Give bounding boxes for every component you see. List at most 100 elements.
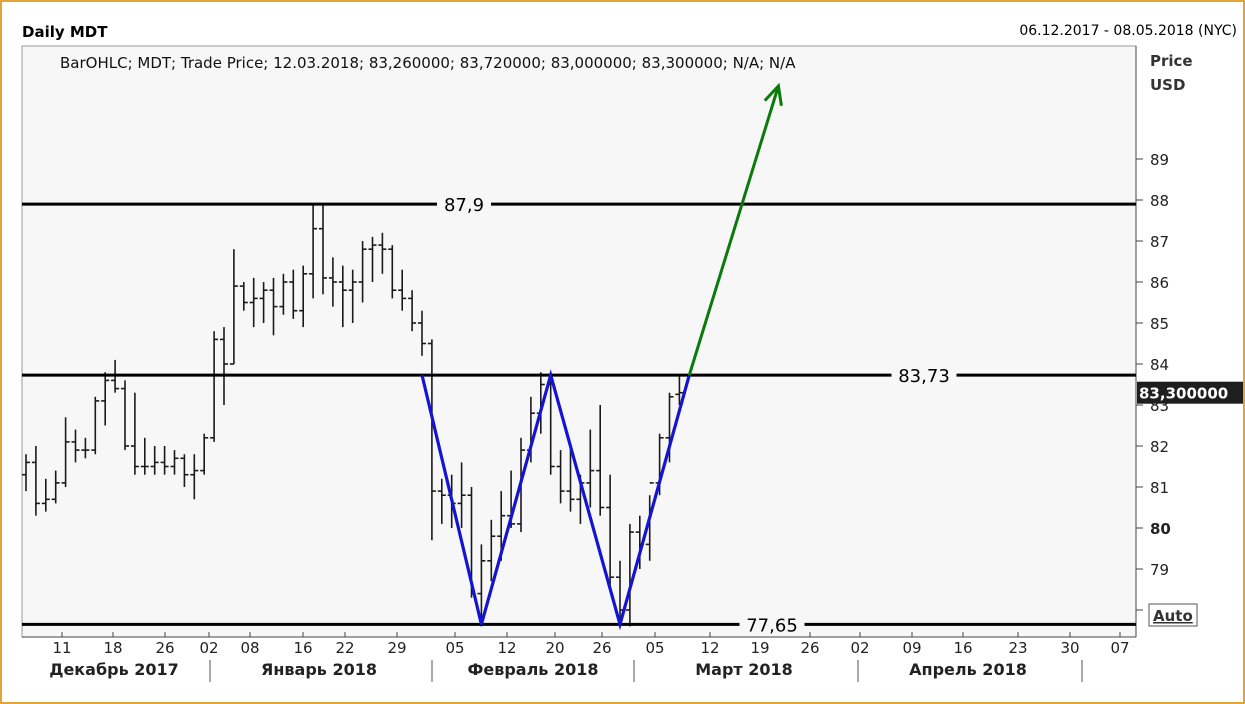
ohlc-bar: [160, 446, 169, 475]
ohlc-bar: [259, 282, 268, 323]
x-tick-label: 26: [155, 639, 174, 657]
ohlc-bar: [457, 462, 466, 528]
ohlc-bar: [91, 396, 100, 455]
currency-axis-label: USD: [1150, 76, 1185, 94]
ohlc-legend-text: BarOHLC; MDT; Trade Price; 12.03.2018; 8…: [60, 54, 796, 72]
current-value-label: 83,300000: [1139, 385, 1228, 403]
x-tick-label: 22: [335, 639, 354, 657]
x-tick-label: 12: [497, 639, 516, 657]
y-tick-label: 80: [1150, 520, 1171, 538]
y-tick-label: 88: [1150, 192, 1169, 210]
level-label: 87,9: [444, 195, 484, 216]
ohlc-bar: [249, 277, 258, 328]
target-arrow-shaft: [687, 85, 780, 376]
y-axis-ticks: 787980818283848586878889: [1136, 151, 1171, 620]
x-tick-label: 12: [700, 639, 719, 657]
x-tick-label: 26: [592, 639, 611, 657]
ohlc-bar: [437, 478, 446, 524]
ohlc-bar: [338, 265, 347, 328]
level-line: 77,65: [22, 612, 1136, 637]
x-tick-label: 26: [800, 639, 819, 657]
ohlc-bar: [190, 454, 199, 500]
ohlc-bar: [645, 482, 654, 561]
ohlc-bar: [408, 290, 417, 332]
ohlc-bar: [378, 232, 387, 274]
auto-button-label: Auto: [1153, 607, 1193, 625]
x-tick-label: 05: [645, 639, 664, 657]
horizontal-levels: 87,9 83,73 77,65: [22, 192, 1136, 637]
ohlc-bar: [418, 310, 426, 356]
ohlc-bar: [61, 417, 70, 487]
ohlc-bar: [81, 437, 90, 459]
ohlc-bar: [101, 372, 110, 426]
target-arrow: [687, 82, 783, 376]
ohlc-bar: [586, 429, 595, 508]
x-tick-label: 09: [902, 639, 921, 657]
ohlc-bar: [220, 327, 228, 405]
ohlc-bar: [309, 204, 318, 299]
x-tick-label: 16: [293, 639, 312, 657]
ohlc-bar: [289, 269, 298, 319]
y-tick-label: 87: [1150, 233, 1169, 251]
ohlc-bar: [556, 450, 565, 504]
month-label: Январь 2018: [261, 660, 377, 679]
y-tick-label: 82: [1150, 438, 1169, 456]
x-tick-label: 23: [1008, 639, 1027, 657]
month-label: Март 2018: [695, 660, 793, 679]
ohlc-bar: [279, 273, 288, 315]
ohlc-bar: [299, 265, 308, 328]
ohlc-bar: [71, 429, 80, 463]
x-tick-label: 29: [387, 639, 406, 657]
month-label: Декабрь 2017: [49, 660, 179, 679]
chart-header: Daily MDT 06.12.2017 - 08.05.2018 (NYC): [2, 2, 1243, 44]
x-tick-label: 16: [953, 639, 972, 657]
ohlc-bar: [229, 249, 238, 365]
ohlc-bar: [239, 282, 248, 311]
x-axis-ticks: 11 18 26 02 08 16 22 29 05 12 20 26 05 12 19 26 02 09 16 23…: [52, 632, 1130, 657]
ohlc-bar: [31, 446, 40, 516]
x-tick-label: 02: [850, 639, 869, 657]
ohlc-bar: [180, 454, 189, 487]
price-axis-label: Price: [1150, 52, 1193, 70]
auto-scale-button[interactable]: Auto: [1148, 603, 1198, 627]
pattern-line: [420, 369, 691, 631]
ohlc-bar: [358, 241, 367, 303]
level-line: 83,73: [22, 363, 1136, 388]
target-arrow-head: [763, 82, 783, 106]
ohlc-bar: [130, 392, 139, 475]
y-tick-label: 85: [1150, 315, 1169, 333]
ohlc-bar: [675, 375, 684, 405]
chart-title: Daily MDT: [22, 23, 108, 41]
ohlc-bar: [348, 269, 357, 323]
y-tick-label: 89: [1150, 151, 1169, 169]
current-value-badge: 83,300000: [1137, 381, 1243, 404]
y-tick-label: 81: [1150, 479, 1169, 497]
ohlc-bar: [51, 470, 60, 504]
ohlc-bar: [121, 380, 129, 451]
plot-background: [21, 45, 1137, 638]
ohlc-bar: [398, 269, 407, 311]
ohlc-bar: [170, 450, 179, 475]
level-label-bg: [739, 612, 805, 637]
ohlc-bar: [606, 474, 615, 590]
x-tick-label: 30: [1060, 639, 1079, 657]
x-tick-label: 05: [445, 639, 464, 657]
ohlc-bar: [368, 236, 377, 282]
x-tick-label: 18: [103, 639, 122, 657]
ohlc-bar: [566, 446, 575, 512]
month-label: Февраль 2018: [467, 660, 598, 679]
month-labels: Декабрь 2017 Январь 2018 Февраль 2018 Март …: [49, 660, 1083, 682]
ohlc-bar: [269, 277, 278, 336]
level-label: 83,73: [898, 366, 950, 387]
double-bottom-pattern: [420, 369, 691, 631]
y-tick-label: 86: [1150, 274, 1169, 292]
ohlc-bar: [427, 339, 436, 541]
y-tick-label: 79: [1150, 561, 1169, 579]
ohlc-bar: [625, 523, 634, 627]
ohlc-bar: [150, 446, 159, 475]
ohlc-bar: [22, 454, 30, 492]
x-tick-label: 07: [1110, 639, 1129, 657]
ohlc-bar: [596, 405, 605, 516]
